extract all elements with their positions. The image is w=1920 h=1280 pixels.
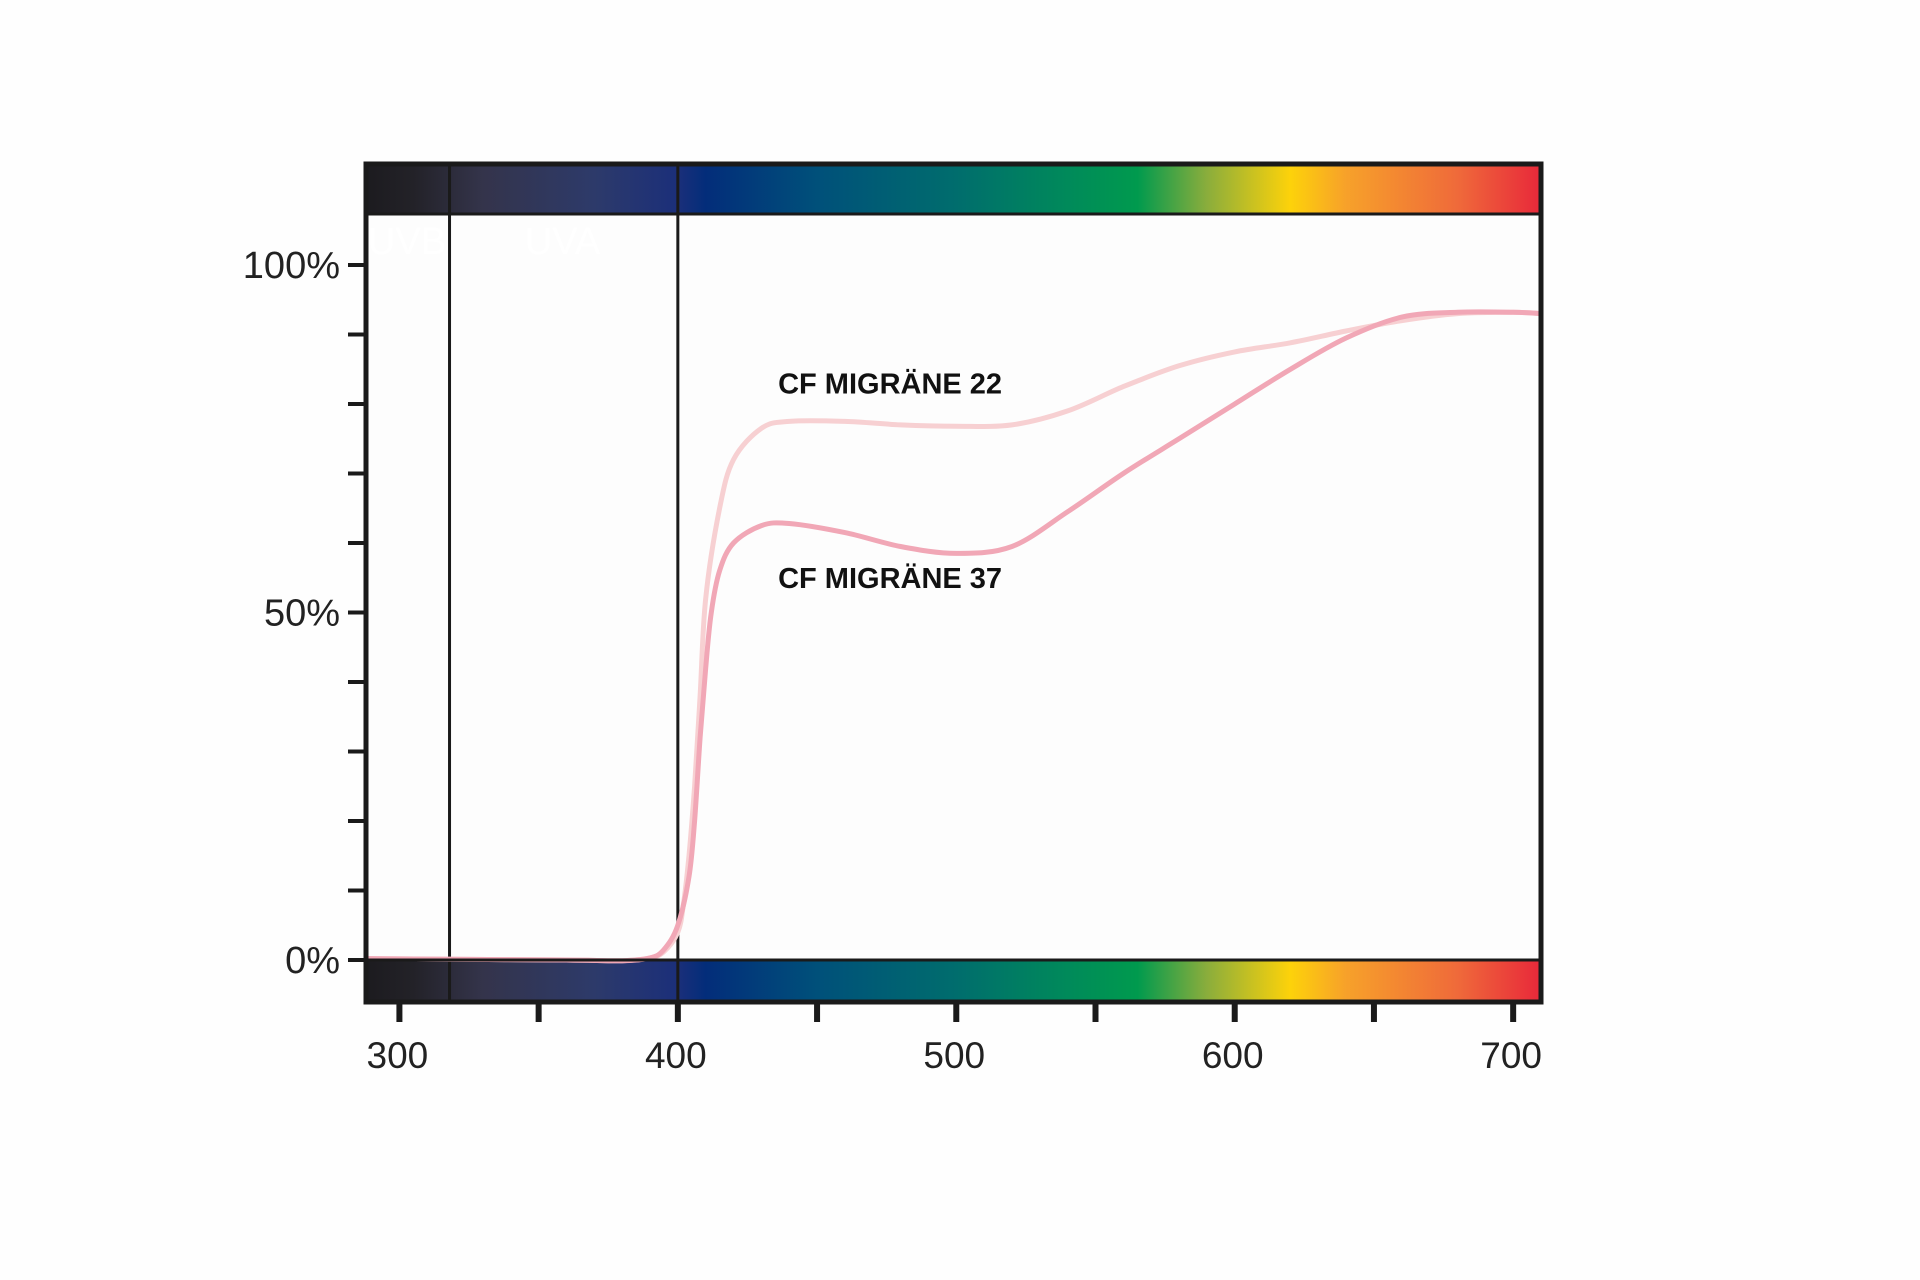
x-tick-label: 400 bbox=[645, 1035, 707, 1076]
x-tick-label: 700 bbox=[1480, 1035, 1542, 1076]
series-line-2 bbox=[363, 309, 1544, 964]
spectrum-bands bbox=[366, 164, 1541, 1002]
y-tick-label: 0% bbox=[285, 940, 340, 982]
y-axis: 0% 50% 100% bbox=[243, 245, 366, 982]
series-annotation-1: CF MIGRÄNE 22 bbox=[778, 368, 1002, 401]
annotation-layer: UVB UVA CF MIGRÄNE 22 CF MIGRÄNE 37 bbox=[368, 221, 1002, 595]
top-spectrum-strip bbox=[366, 164, 1541, 214]
x-axis: 300 400 500 600 700 bbox=[367, 1002, 1542, 1076]
band-label-uva: UVA bbox=[525, 221, 601, 263]
bottom-spectrum-strip bbox=[366, 960, 1541, 1002]
y-tick-label: 100% bbox=[243, 245, 340, 287]
series-annotation-2: CF MIGRÄNE 37 bbox=[778, 562, 1002, 595]
y-tick-label: 50% bbox=[264, 593, 340, 635]
x-tick-label: 500 bbox=[923, 1035, 985, 1076]
x-tick-label: 300 bbox=[367, 1035, 429, 1076]
x-tick-label: 600 bbox=[1202, 1035, 1264, 1076]
series-layer bbox=[363, 309, 1544, 964]
band-label-uvb: UVB bbox=[368, 221, 446, 263]
